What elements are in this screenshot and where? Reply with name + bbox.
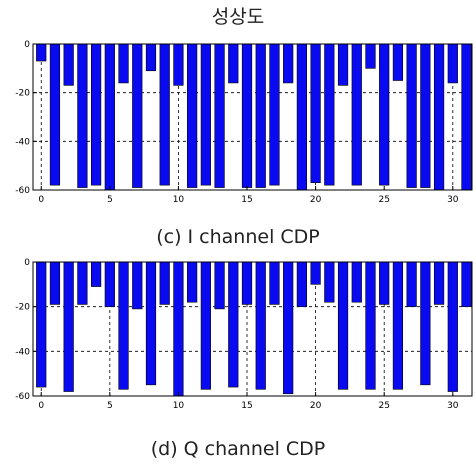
i-channel-bar (406, 43, 417, 188)
i-channel-y-tick-label: -60 (15, 186, 30, 196)
figure-title: 성상도 (211, 6, 265, 28)
i-channel-bar (461, 43, 472, 191)
q-channel-bar (200, 261, 211, 390)
q-channel-bar (159, 261, 170, 305)
i-channel-x-tick-label: 20 (310, 195, 322, 205)
q-channel-bar (118, 261, 129, 390)
q-channel-bars (36, 261, 472, 397)
q-channel-bar (36, 261, 47, 388)
i-channel-x-tick-label: 30 (447, 195, 459, 205)
q-channel-y-tick-label: 0 (24, 258, 30, 268)
q-channel-bar (365, 261, 376, 390)
i-channel-y-tick-label: -40 (15, 137, 30, 147)
q-channel-bar (132, 261, 143, 310)
q-channel-x-tick-label: 20 (310, 401, 322, 411)
q-channel-bar (91, 261, 102, 287)
q-channel-bar (406, 261, 417, 307)
q-channel-y-tick-label: -40 (15, 347, 30, 357)
q-channel-bar (145, 261, 157, 386)
i-channel-bar (433, 43, 445, 191)
q-channel-bar (324, 261, 335, 303)
i-channel-bar (132, 43, 143, 188)
i-channel-y-tick-label: 0 (24, 40, 30, 50)
i-channel-x-tick-label: 25 (378, 195, 389, 205)
i-channel-bar (420, 43, 431, 188)
q-channel-bar (296, 261, 307, 307)
i-channel-bar (91, 43, 102, 186)
i-channel-bar (283, 43, 294, 84)
q-channel-bar (310, 261, 321, 285)
i-channel-bar (228, 43, 239, 84)
q-channel-bar (447, 261, 458, 392)
q-channel-bar (77, 261, 88, 305)
q-channel-bar (269, 261, 280, 305)
q-channel-bar (49, 261, 61, 305)
i-channel-bar (145, 43, 157, 72)
q-channel-bar (228, 261, 239, 388)
i-channel-plot-frame (32, 43, 473, 191)
i-channel-bar (36, 43, 47, 62)
q-channel-x-tick-label: 30 (447, 401, 459, 411)
q-channel-bar (173, 261, 184, 397)
q-channel-x-tick-label: 0 (38, 401, 44, 411)
i-channel-bar (392, 43, 404, 81)
q-channel-bar (433, 261, 445, 305)
i-channel-cdp-chart: 0 -20 -40 -60 0 5 10 15 20 25 30 (15, 40, 473, 205)
q-channel-bar (392, 261, 404, 390)
q-channel-x-tick-label: 5 (107, 401, 113, 411)
i-channel-bar (324, 43, 335, 186)
i-channel-x-tick-label: 0 (38, 195, 44, 205)
q-channel-bar (351, 261, 362, 303)
q-channel-bar (337, 261, 349, 390)
q-channel-bar (379, 261, 390, 305)
q-channel-y-tick-label: -60 (15, 392, 30, 402)
i-channel-x-axis: 0 5 10 15 20 25 30 (38, 186, 459, 205)
i-channel-bar (296, 43, 307, 191)
i-channel-bar (447, 43, 458, 84)
q-channel-cdp-chart: 0 -20 -40 -60 0 5 10 15 20 25 30 (15, 258, 473, 411)
q-channel-bar (255, 261, 266, 390)
q-channel-bar (241, 261, 253, 305)
q-channel-y-axis: 0 -20 -40 -60 (15, 258, 37, 402)
i-channel-caption: (c) I channel CDP (156, 226, 320, 248)
i-channel-x-tick-label: 10 (173, 195, 185, 205)
q-channel-plot-frame (32, 261, 473, 397)
q-channel-x-tick-label: 10 (173, 401, 185, 411)
i-channel-bar (255, 43, 266, 188)
i-channel-bar (63, 43, 74, 86)
i-channel-y-axis: 0 -20 -40 -60 (15, 40, 37, 196)
q-channel-bar (187, 261, 198, 303)
i-channel-bar (269, 43, 280, 186)
i-channel-x-tick-label: 15 (241, 195, 252, 205)
q-channel-bar (283, 261, 294, 395)
i-channel-bar (187, 43, 198, 188)
i-channel-y-tick-label: -20 (15, 89, 30, 99)
i-channel-x-tick-label: 5 (107, 195, 113, 205)
i-channel-bars (36, 43, 472, 191)
q-channel-x-tick-label: 15 (241, 401, 252, 411)
i-channel-bar (310, 43, 321, 183)
q-channel-x-tick-label: 25 (378, 401, 389, 411)
i-channel-bar (200, 43, 211, 186)
q-channel-bar (420, 261, 431, 386)
i-channel-bar (159, 43, 170, 186)
q-channel-y-tick-label: -20 (15, 303, 30, 313)
q-channel-caption: (d) Q channel CDP (150, 438, 326, 460)
i-channel-bar (214, 43, 225, 188)
q-channel-x-axis: 0 5 10 15 20 25 30 (38, 392, 459, 411)
i-channel-bar (173, 43, 184, 86)
i-channel-bar (241, 43, 253, 188)
i-channel-bar (365, 43, 376, 69)
i-channel-bar (49, 43, 61, 186)
q-channel-bar (461, 261, 472, 307)
q-channel-bar (214, 261, 225, 310)
i-channel-bar (337, 43, 349, 86)
i-channel-bar (351, 43, 362, 186)
i-channel-bar (379, 43, 390, 186)
q-channel-bar (104, 261, 115, 307)
i-channel-bar (118, 43, 129, 84)
q-channel-bar (63, 261, 74, 392)
i-channel-bar (77, 43, 88, 188)
i-channel-bar (104, 43, 115, 191)
